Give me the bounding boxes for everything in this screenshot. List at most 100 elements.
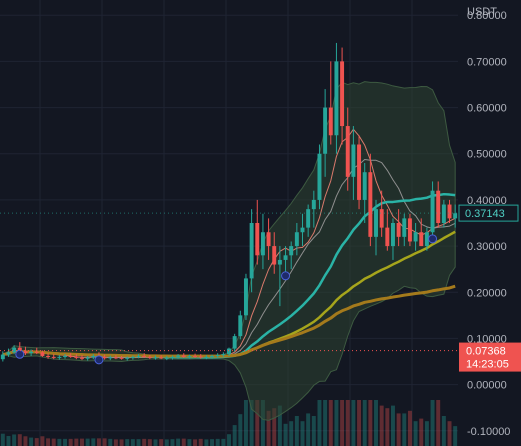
candle-body bbox=[113, 357, 118, 359]
candle bbox=[289, 241, 294, 270]
candle-body bbox=[289, 246, 294, 256]
candle-body bbox=[430, 190, 435, 233]
candle bbox=[113, 355, 118, 360]
volume-bar bbox=[34, 438, 39, 446]
candle bbox=[0, 351, 5, 362]
y-tick-label: 0.10000 bbox=[467, 333, 507, 345]
candle bbox=[164, 355, 169, 361]
volume-bar bbox=[362, 400, 367, 446]
volume-bar bbox=[255, 400, 260, 446]
candle-body bbox=[328, 107, 333, 136]
volume-bar bbox=[453, 426, 458, 446]
volume-bar bbox=[210, 439, 215, 446]
candle bbox=[46, 353, 51, 359]
candle bbox=[447, 199, 452, 223]
volume-bar bbox=[243, 400, 248, 446]
candle bbox=[119, 355, 124, 360]
candle-body bbox=[441, 204, 446, 223]
signal-marker bbox=[94, 355, 104, 365]
volume-bar bbox=[187, 439, 192, 446]
candle-body bbox=[283, 255, 288, 260]
candle bbox=[306, 204, 311, 237]
candle-body bbox=[142, 355, 147, 357]
y-tick-label: 0.70000 bbox=[467, 56, 507, 68]
y-tick-label: 0.60000 bbox=[467, 103, 507, 115]
volume-bar bbox=[272, 408, 277, 446]
candle-body bbox=[374, 209, 378, 237]
candle-countdown: 14:23:05 bbox=[466, 359, 509, 371]
candle-body bbox=[198, 356, 203, 358]
candle bbox=[317, 144, 322, 210]
candle bbox=[277, 246, 282, 307]
candle-body bbox=[34, 351, 39, 353]
volume-bar bbox=[170, 439, 175, 446]
candle bbox=[300, 213, 305, 247]
volume-bar bbox=[317, 400, 322, 446]
candle bbox=[57, 355, 62, 360]
candle-body bbox=[402, 218, 407, 237]
candle-body bbox=[210, 355, 215, 357]
volume-bar bbox=[385, 408, 390, 446]
candle bbox=[108, 355, 113, 361]
candle bbox=[357, 135, 362, 210]
candle bbox=[311, 190, 316, 228]
y-tick-label: -0.10000 bbox=[467, 426, 510, 438]
currency-label[interactable]: USDT bbox=[467, 6, 497, 18]
candle-body bbox=[255, 223, 260, 256]
candle bbox=[283, 246, 288, 274]
last-price-value: 0.07368 bbox=[466, 346, 506, 358]
candle-body bbox=[164, 357, 169, 359]
candle-body bbox=[85, 357, 90, 359]
volume-bar bbox=[102, 438, 107, 446]
volume-bar bbox=[300, 421, 305, 446]
candle bbox=[328, 61, 333, 145]
y-tick-label: 0.80000 bbox=[467, 10, 507, 22]
candle-body bbox=[136, 355, 141, 357]
candles bbox=[0, 42, 458, 362]
candle bbox=[272, 232, 277, 274]
candle bbox=[221, 352, 226, 357]
volume-bar bbox=[441, 416, 446, 446]
candle bbox=[227, 347, 231, 356]
candle bbox=[260, 213, 265, 270]
volume-bar bbox=[260, 400, 265, 446]
volume-bar bbox=[164, 439, 169, 446]
volume-bar bbox=[6, 436, 11, 446]
volume-bar bbox=[357, 400, 362, 446]
candle-body bbox=[0, 354, 5, 360]
candle-body bbox=[306, 209, 311, 228]
volume-bar bbox=[193, 439, 198, 446]
y-tick-label: 0.40000 bbox=[467, 195, 507, 207]
candle bbox=[424, 227, 429, 251]
candle bbox=[232, 333, 237, 352]
candle-body bbox=[419, 232, 424, 247]
price-axis[interactable]: 0.80000 0.70000 0.60000 0.50000 0.40000 0.300… bbox=[467, 10, 510, 438]
candle-body bbox=[413, 232, 418, 242]
candle-body bbox=[170, 356, 175, 358]
candle-body bbox=[125, 357, 130, 359]
candle-body bbox=[232, 336, 237, 349]
candle-body bbox=[91, 355, 96, 358]
signal-markers bbox=[15, 234, 438, 365]
candle-body bbox=[447, 204, 452, 219]
candle bbox=[238, 310, 243, 340]
candle-body bbox=[238, 315, 243, 337]
volume-bar bbox=[74, 438, 79, 446]
volume-bar bbox=[0, 433, 5, 446]
candle bbox=[249, 209, 254, 293]
candle-body bbox=[17, 347, 22, 352]
candle bbox=[153, 355, 158, 360]
volume-bar bbox=[306, 413, 311, 446]
candle bbox=[379, 190, 384, 237]
candle-body bbox=[436, 190, 441, 223]
volume-bar bbox=[289, 421, 294, 446]
candle bbox=[204, 355, 209, 360]
volume-bar bbox=[215, 438, 220, 446]
candle-body bbox=[181, 355, 186, 357]
candle-body bbox=[80, 357, 84, 359]
candle bbox=[368, 153, 373, 247]
candle bbox=[407, 213, 412, 247]
volume-bar bbox=[266, 410, 271, 446]
